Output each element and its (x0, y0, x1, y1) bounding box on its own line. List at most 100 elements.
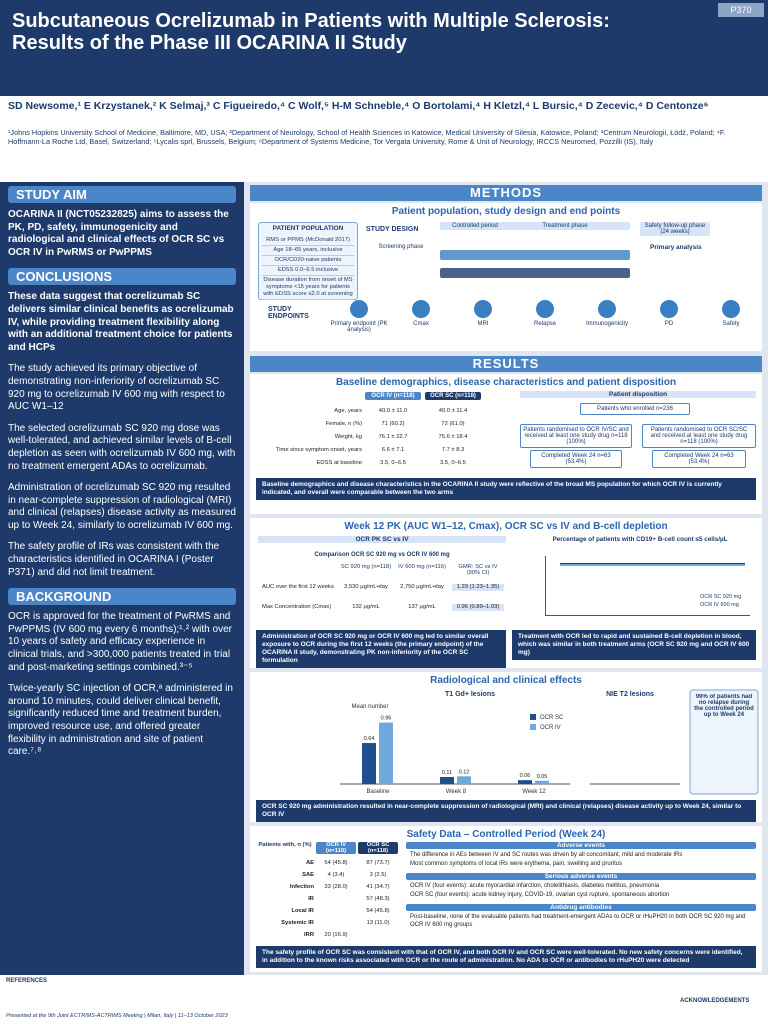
primary-analysis: Primary analysis (650, 244, 702, 251)
section-header: STUDY AIM (8, 186, 236, 203)
criterion: Disease duration from onset of MS sympto… (262, 276, 354, 300)
row-label: Weight, kg (334, 434, 362, 440)
cell: 33 (28.0) (324, 884, 348, 890)
endpoint-icon (598, 300, 616, 318)
cell: 13 (11.0) (366, 920, 390, 926)
authors: SD Newsome,¹ E Krzystanek,² K Selmaj,³ C… (8, 100, 709, 112)
row-label: IR (308, 896, 314, 902)
subheading: Patient population, study design and end… (391, 206, 621, 217)
ae-point: Post-baseline, none of the evaluable pat… (410, 914, 746, 928)
legend-item: OCR IV 600 mg (700, 602, 739, 608)
column-header: GMR: SC vs IV (90% CI) (458, 564, 498, 576)
endpoint-icon (536, 300, 554, 318)
cell: 71 (60.2) (381, 421, 405, 427)
arm-bar (440, 268, 630, 278)
endpoint-icon (722, 300, 740, 318)
endpoint-label: MRI (477, 321, 489, 327)
bar (440, 776, 454, 784)
author-band (0, 96, 768, 182)
bar (518, 780, 532, 784)
legend-swatch (530, 724, 536, 730)
cell: 132 μg/mL (352, 604, 380, 610)
endpoint-icon (660, 300, 678, 318)
design-step: Controlled period (440, 222, 510, 230)
bar (362, 743, 376, 784)
callout: OCR SC 920 mg administration resulted in… (256, 800, 756, 822)
bar (457, 776, 471, 784)
references-heading: REFERENCES (6, 978, 48, 984)
column-header: IV 600 mg (n=116) (398, 564, 446, 570)
legend-item: OCR IV (540, 725, 561, 731)
design-label: STUDY DESIGN (366, 226, 419, 233)
row-label: Age, years (334, 408, 362, 414)
criteria: RMS or PPMS (McDonald 2017) Age 18–65 yea… (262, 236, 354, 300)
row-label: SAE (302, 872, 314, 878)
row-label: AE (305, 860, 314, 866)
column-header: Patients with, n (%) (258, 842, 312, 848)
legend-item: OCR SC (540, 715, 564, 721)
section-band: METHODS (250, 185, 762, 201)
background-point: OCR is approved for the treatment of PwR… (8, 611, 232, 673)
cell: 41 (34.7) (366, 884, 390, 890)
ae-point: Most common symptoms of local IRs were e… (410, 861, 623, 867)
column-header: OCR SC (n=118) (358, 842, 398, 854)
endpoint-icon (474, 300, 492, 318)
subheading: Radiological and clinical effects (430, 675, 582, 686)
column-header: SC 920 mg (n=118) (340, 564, 392, 570)
cell: 54 (45.8) (324, 860, 348, 866)
criterion: Age 18–65 years, inclusive (262, 246, 354, 256)
bcell-line (560, 564, 745, 566)
cell: 3.5, 0–6.5 (380, 460, 406, 466)
disposition-box: Completed Week 24 n=63 (53.4%) (652, 450, 746, 468)
ae-point: The difference in AEs between IV and SC … (410, 852, 683, 858)
background-point: Twice-yearly SC injection of OCR,ᵃ admin… (8, 683, 233, 758)
endpoint-label: Safety (722, 321, 740, 327)
section-header: CONCLUSIONS (8, 268, 236, 286)
x-tick-label: Week 8 (446, 789, 467, 795)
endpoints-label: STUDY ENDPOINTS (268, 306, 309, 320)
cell: 0.96 (0.89–1.03) (452, 604, 504, 611)
conclusion-lead: These data suggest that ocrelizumab SC d… (8, 291, 234, 353)
disposition-box: Patients randomised to OCR SC/SC and rec… (642, 424, 756, 448)
value-label: 0.96 (381, 716, 392, 722)
column-header: OCR SC (n=118) (425, 392, 481, 400)
ae-point: OCR IV (four events): acute myocardial i… (410, 883, 660, 889)
endpoint-label: Immunogenicity (585, 321, 629, 327)
cell: 3 (2.5) (369, 872, 387, 878)
cell: 57 (48.3) (366, 896, 390, 902)
cell: 6.6 ± 7.1 (381, 447, 405, 453)
endpoint-label: Relapse (533, 321, 556, 327)
pk-comparison: Comparison OCR SC 920 mg vs OCR IV 600 m… (314, 552, 450, 558)
x-tick-label: Week 12 (522, 789, 546, 795)
cell: 3,530 μg/mL•day (344, 584, 388, 590)
subheading: Baseline demographics, disease character… (335, 377, 677, 388)
callout: Administration of OCR SC 920 mg or OCR I… (256, 630, 506, 668)
footer (0, 975, 768, 1024)
pk-heading: OCR PK SC vs IV (258, 536, 506, 543)
row-label: Systemic IR (281, 920, 314, 926)
aim-text: OCARINA II (NCT05232825) aims to assess … (8, 209, 229, 258)
conclusion-point: The safety profile of IRs was consistent… (8, 541, 220, 578)
value-label: 0.06 (520, 773, 531, 779)
bcell-heading: Percentage of patients with CD19+ B-cell… (552, 536, 728, 543)
value-label: 0.64 (364, 736, 375, 742)
cell: 40.0 ± 11.0 (378, 408, 408, 414)
subheading: Safety Data – Controlled Period (Week 24… (406, 829, 606, 840)
endpoint-icon (412, 300, 430, 318)
cell: 40.0 ± 11.4 (438, 408, 468, 414)
value-label: 0.12 (459, 769, 470, 775)
legend-swatch (530, 714, 536, 720)
disposition-heading: Patient disposition (520, 391, 756, 398)
criterion: EDSS 0.0–6.5 inclusive (262, 266, 354, 276)
radiology-panel (250, 672, 762, 822)
background-points: OCR is approved for the treatment of PwR… (8, 611, 236, 759)
relapse-box (689, 689, 759, 795)
section-band: RESULTS (250, 356, 762, 372)
disposition-box: Patients randomised to OCR IV/SC and rec… (520, 424, 632, 448)
cell: 4 (3.4) (327, 872, 345, 878)
criterion: OCR/CD20-naive patients (262, 256, 354, 266)
header (0, 0, 768, 96)
row-label: Local IR (291, 908, 314, 914)
cell: 1.29 (1.23–1.35) (452, 584, 504, 591)
